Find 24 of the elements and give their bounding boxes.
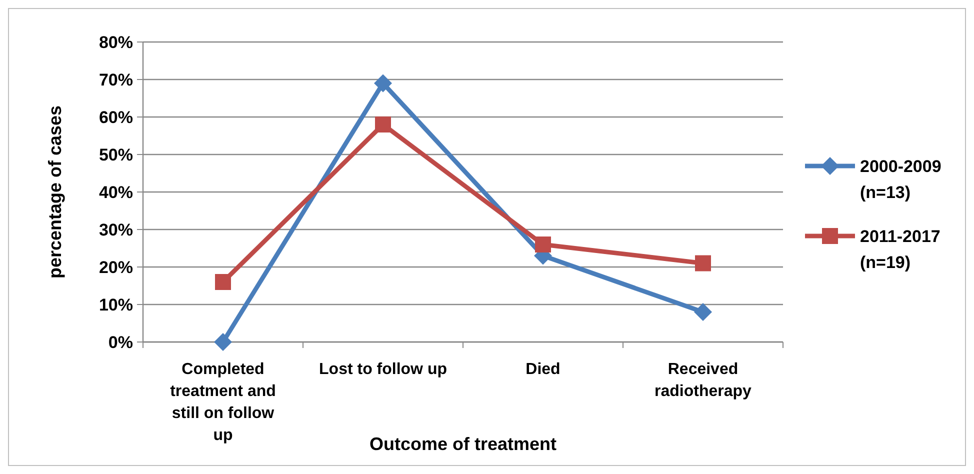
y-tick-label: 10%: [98, 295, 133, 314]
x-tick-label: Completed treatment and still on follow up: [170, 361, 276, 444]
point: [694, 303, 712, 321]
legend-label: 2011-2017 (n=19): [860, 226, 940, 272]
point: [374, 74, 392, 92]
x-tick-label: Died: [526, 361, 560, 378]
legend-label: 2000-2009 (n=13): [860, 156, 942, 202]
point: [215, 274, 231, 290]
y-tick-label: 70%: [98, 70, 133, 90]
y-axis-title: percentage of cases: [45, 105, 65, 279]
y-tick-label: 20%: [98, 258, 133, 277]
point: [535, 236, 551, 252]
point: [214, 333, 232, 351]
point: [375, 116, 391, 132]
y-tick-label: 40%: [98, 182, 133, 202]
y-tick-label: 0%: [108, 332, 133, 352]
point: [695, 255, 711, 272]
x-tick-label: Lost to follow up: [319, 361, 448, 378]
x-tick-label: Received radiotherapy: [654, 361, 752, 400]
y-tick-label: 50%: [98, 145, 133, 164]
x-axis-title: Outcome of treatment: [369, 434, 557, 454]
y-tick-label: 30%: [98, 220, 133, 240]
y-tick-label: 80%: [98, 32, 133, 52]
y-tick-label: 60%: [98, 108, 133, 127]
